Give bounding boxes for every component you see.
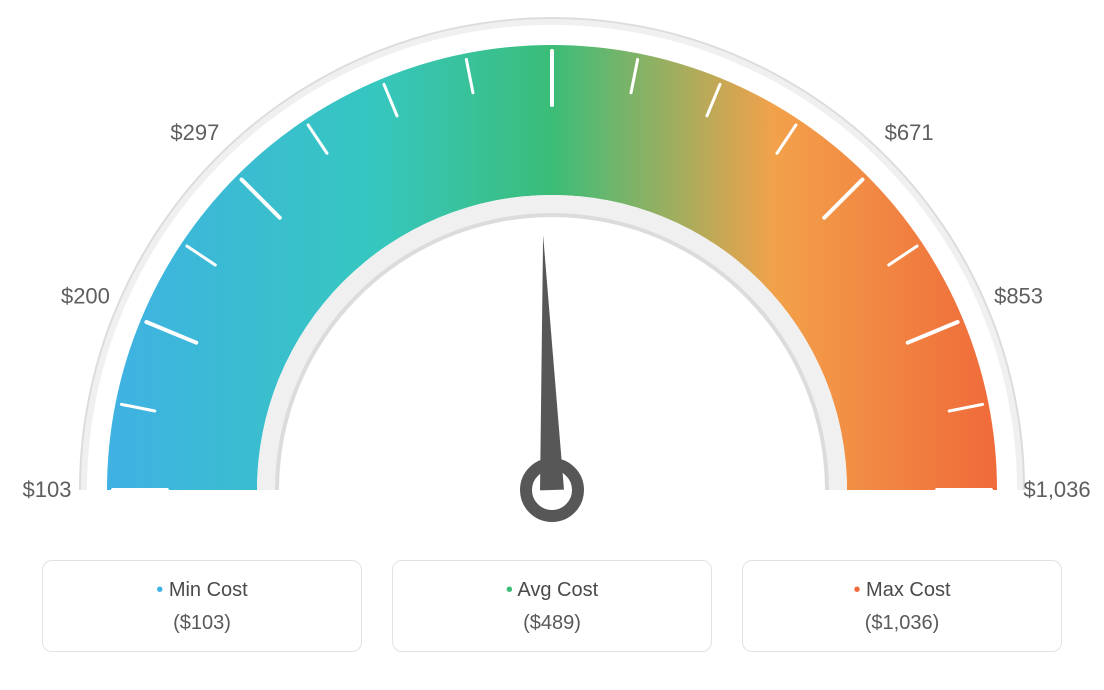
legend-card-max: • Max Cost ($1,036) <box>742 560 1062 652</box>
legend-card-avg: • Avg Cost ($489) <box>392 560 712 652</box>
legend-max-label: • Max Cost <box>753 579 1051 602</box>
legend-max-value: ($1,036) <box>753 612 1051 635</box>
svg-text:$200: $200 <box>61 284 110 309</box>
gauge-chart-container: $103$200$297$489$671$853$1,036 • Min Cos… <box>0 0 1104 690</box>
legend-avg-label: • Avg Cost <box>403 579 701 602</box>
svg-text:$1,036: $1,036 <box>1023 477 1090 502</box>
legend-avg-value: ($489) <box>403 612 701 635</box>
legend-row: • Min Cost ($103) • Avg Cost ($489) • Ma… <box>0 560 1104 652</box>
svg-text:$853: $853 <box>994 284 1043 309</box>
svg-text:$671: $671 <box>885 120 934 145</box>
legend-min-value: ($103) <box>53 612 351 635</box>
gauge-svg: $103$200$297$489$671$853$1,036 <box>0 0 1104 560</box>
gauge-area: $103$200$297$489$671$853$1,036 <box>0 0 1104 560</box>
svg-text:$297: $297 <box>170 120 219 145</box>
legend-card-min: • Min Cost ($103) <box>42 560 362 652</box>
svg-text:$103: $103 <box>23 477 72 502</box>
legend-min-label: • Min Cost <box>53 579 351 602</box>
